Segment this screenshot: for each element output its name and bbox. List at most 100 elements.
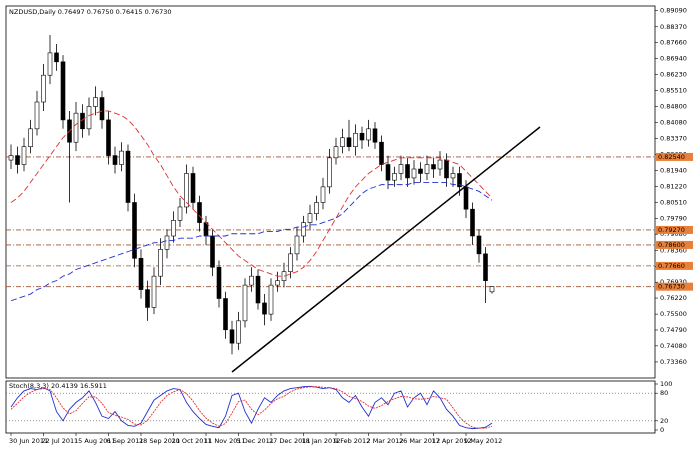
- y-tick-label: 0.79790: [660, 214, 687, 222]
- level-tag: [656, 225, 693, 234]
- candle-body: [281, 271, 287, 281]
- candle-body: [333, 146, 339, 159]
- candle-body: [411, 168, 417, 179]
- candle-body: [229, 329, 235, 344]
- level-tag: [656, 261, 693, 270]
- candle-body: [242, 284, 248, 322]
- candle-body: [346, 137, 352, 147]
- candle-body: [314, 202, 319, 214]
- candle-body: [47, 52, 53, 76]
- y-tick-label: 0.81940: [660, 166, 687, 174]
- candle-body: [158, 249, 163, 277]
- candle-body: [184, 173, 189, 208]
- candle-body: [8, 155, 14, 161]
- chart-title: NZDUSD,Daily 0.76497 0.76750 0.76415 0.7…: [9, 8, 172, 16]
- series-line: [10, 386, 493, 429]
- y-tick-label: 0.76220: [660, 294, 687, 302]
- level-tag: [656, 152, 693, 161]
- candle-body: [15, 155, 20, 165]
- level-tag: [656, 240, 693, 249]
- candle-body: [255, 275, 261, 304]
- y-tick-label: 0.79080: [660, 230, 687, 238]
- x-tick-label: 6 Sep 2011: [107, 437, 144, 445]
- candle-body: [171, 220, 176, 237]
- y-tick-label: 0.75500: [660, 310, 687, 318]
- y-tick-label: 100: [660, 380, 672, 388]
- y-tick-label: 0.81220: [660, 182, 687, 190]
- y-tick-label: 20: [660, 417, 668, 425]
- candle-body: [119, 150, 124, 165]
- candle-body: [60, 61, 66, 121]
- candle-body: [301, 222, 306, 237]
- candle-body: [249, 275, 254, 286]
- candle-body: [106, 119, 111, 156]
- y-tick-label: 0.88370: [660, 23, 687, 31]
- candle-body: [340, 137, 345, 147]
- candle-body: [405, 164, 410, 179]
- level-label: 0.79270: [658, 226, 685, 234]
- x-tick-label: 17 Apr 2012: [432, 437, 472, 445]
- candle-body: [444, 159, 449, 179]
- stoch-panel: [5, 380, 656, 434]
- candle-body: [385, 164, 391, 181]
- y-tick-label: 0.83370: [660, 134, 687, 142]
- candle-body: [41, 74, 46, 103]
- candle-body: [236, 320, 241, 344]
- candle-body: [470, 208, 475, 237]
- candle-body: [216, 266, 222, 299]
- y-tick-label: 0.86230: [660, 71, 687, 79]
- candle-body: [489, 286, 495, 293]
- candle-body: [437, 159, 443, 170]
- x-tick-label: 5 Dec 2011: [237, 437, 274, 445]
- candle-body: [54, 52, 59, 63]
- candle-body: [86, 106, 92, 130]
- candle-body: [327, 157, 332, 188]
- candle-body: [288, 253, 293, 273]
- candle-body: [177, 206, 183, 221]
- candle-body: [164, 235, 170, 250]
- candle-body: [392, 173, 397, 181]
- candle-body: [431, 164, 436, 170]
- candle-body: [223, 298, 228, 331]
- y-tick-label: 0.85510: [660, 87, 687, 95]
- series-line: [10, 385, 493, 430]
- x-tick-label: 27 Dec 2011: [269, 437, 311, 445]
- candle-body: [28, 128, 33, 147]
- x-tick-label: 15 Aug 2011: [74, 437, 116, 445]
- x-tick-label: 2 Mar 2012: [367, 437, 404, 445]
- x-tick-label: 11 Nov 2011: [204, 437, 246, 445]
- price-panel: [5, 5, 656, 379]
- candle-body: [366, 128, 371, 141]
- candle-body: [307, 213, 313, 223]
- candle-body: [93, 97, 98, 107]
- y-tick-label: 0.74790: [660, 326, 687, 334]
- candle-body: [457, 173, 462, 188]
- x-tick-label: 26 Mar 2012: [399, 437, 440, 445]
- y-tick-label: 0.87660: [660, 39, 687, 47]
- y-tick-label: 0: [660, 426, 664, 434]
- candle-body: [275, 280, 280, 286]
- y-tick-label: 0.80510: [660, 198, 687, 206]
- x-tick-label: 28 Sep 2011: [139, 437, 180, 445]
- level-label: 0.82540: [658, 153, 685, 161]
- trend-line: [231, 126, 541, 373]
- candle-body: [463, 186, 469, 210]
- candle-body: [138, 258, 144, 290]
- series-line: [10, 110, 493, 277]
- candle-body: [73, 112, 79, 143]
- candle-body: [268, 284, 274, 315]
- y-tick-label: 0.74080: [660, 342, 687, 350]
- candle-body: [34, 101, 40, 130]
- candle-body: [145, 289, 150, 308]
- candle-body: [21, 146, 27, 165]
- y-tick-label: 80: [660, 389, 668, 397]
- x-tick-label: 30 Jun 2011: [9, 437, 48, 445]
- candle-body: [483, 253, 488, 281]
- y-tick-label: 0.76930: [660, 278, 687, 286]
- level-label: 0.77660: [658, 262, 685, 270]
- candle-body: [132, 202, 137, 259]
- candle-body: [197, 202, 202, 223]
